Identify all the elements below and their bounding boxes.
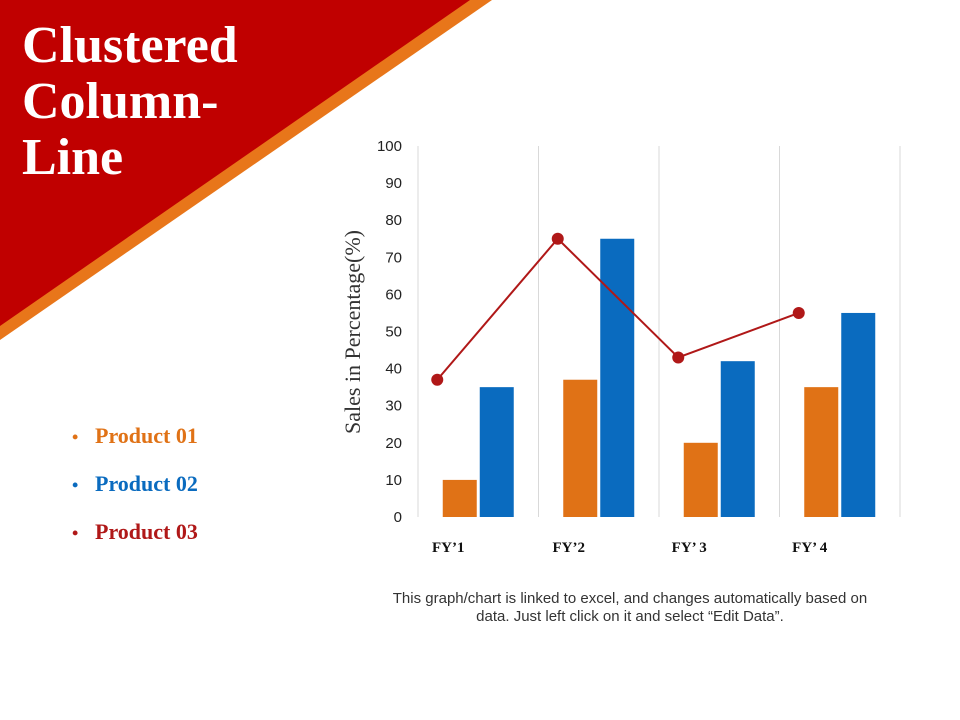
y-tick-label: 10 (385, 472, 402, 489)
y-tick-label: 60 (385, 286, 402, 303)
y-axis-label: Sales in Percentage(%) (340, 230, 365, 434)
legend-label: Product 02 (95, 471, 198, 496)
legend-item-product-02: • Product 02 (72, 468, 198, 516)
y-tick-label: 90 (385, 175, 402, 192)
y-tick-label: 80 (385, 212, 402, 229)
line-product-03 (436, 237, 800, 381)
chart-note: This graph/chart is linked to excel, and… (392, 590, 868, 625)
bar-product-02 (720, 361, 755, 517)
line-point (551, 232, 564, 245)
banner-background (0, 0, 470, 326)
bar-product-01 (563, 379, 598, 517)
bar-product-01 (804, 387, 839, 517)
bar-product-02 (600, 238, 635, 517)
y-tick-label: 40 (385, 361, 402, 378)
line-point (431, 373, 444, 386)
x-tick-label: FY’ 3 (672, 540, 707, 556)
x-tick-label: FY’2 (553, 540, 586, 556)
bar-product-01 (683, 442, 718, 517)
legend-label: Product 01 (95, 423, 198, 448)
legend-item-product-01: • Product 01 (72, 420, 198, 468)
x-tick-label: FY’1 (432, 540, 465, 556)
bullet-icon: • (72, 427, 79, 447)
x-axis-ticks: FY’1 FY’2 FY’ 3 FY’ 4 (432, 540, 828, 556)
slide-title: Clustered Column-Line (22, 17, 238, 186)
line-point (792, 306, 805, 319)
y-tick-label: 30 (385, 398, 402, 415)
y-tick-label: 0 (394, 509, 402, 526)
y-tick-label: 70 (385, 249, 402, 266)
y-axis-ticks: 0 10 20 30 40 50 60 70 80 90 100 (377, 138, 402, 526)
chart-line-series (431, 232, 805, 386)
y-tick-label: 100 (377, 138, 402, 155)
bar-product-02 (841, 312, 876, 517)
legend: • Product 01 • Product 02 • Product 03 (72, 420, 198, 564)
legend-label: Product 03 (95, 519, 198, 544)
line-point (672, 351, 685, 364)
y-tick-label: 20 (385, 435, 402, 452)
legend-item-product-03: • Product 03 (72, 516, 198, 564)
title-banner (0, 0, 492, 340)
bullet-icon: • (72, 523, 79, 543)
bar-product-01 (442, 479, 477, 517)
y-tick-label: 50 (385, 324, 402, 341)
chart-grid (417, 146, 901, 517)
chart-bars (442, 238, 876, 517)
clustered-column-line-chart: 0 10 20 30 40 50 60 70 80 90 100 FY’1 FY’2 FY’ 3 FY’ … (340, 138, 901, 556)
bar-product-02 (479, 387, 514, 517)
bullet-icon: • (72, 475, 79, 495)
x-tick-label: FY’ 4 (792, 540, 828, 556)
